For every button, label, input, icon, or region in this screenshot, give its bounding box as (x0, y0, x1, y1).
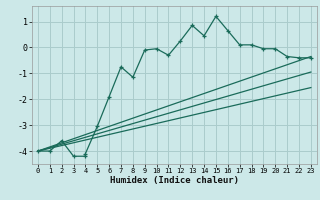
X-axis label: Humidex (Indice chaleur): Humidex (Indice chaleur) (110, 176, 239, 185)
